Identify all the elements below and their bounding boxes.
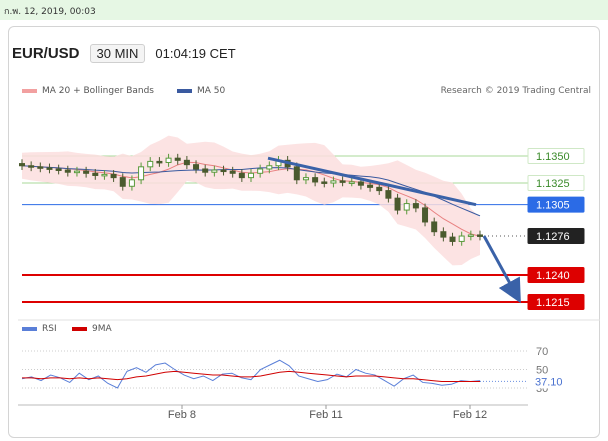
rsi-label: RSI (42, 324, 57, 334)
level-box (527, 148, 585, 164)
ma50-label: MA 50 (197, 86, 226, 96)
level-box (527, 175, 585, 192)
candle-body (403, 203, 410, 211)
candle-body (37, 166, 44, 169)
legend-rsi: RSI (22, 324, 57, 334)
timeframe-badge[interactable]: 30 MIN (89, 43, 146, 63)
level-label: 1.1325 (536, 178, 570, 190)
level-label: 1.1215 (536, 297, 570, 309)
x-tick-label: Feb 8 (168, 409, 196, 421)
candle-body (357, 181, 364, 186)
candle-body (119, 177, 126, 187)
candle-body (348, 181, 355, 184)
level-box (527, 228, 585, 245)
candle-body (19, 163, 25, 167)
candle-body (477, 234, 483, 237)
clock: 01:04:19 CET (155, 45, 236, 61)
ma9-swatch (72, 327, 87, 331)
ma9-label: 9MA (92, 324, 112, 334)
candle-body (183, 159, 190, 166)
legend-ma50: MA 50 (177, 86, 225, 96)
candle-body (458, 235, 465, 242)
rsi-current-box (528, 374, 578, 389)
candle-body (449, 236, 456, 242)
candle-body (229, 170, 236, 174)
candle-body (394, 197, 401, 211)
legend-ma9: 9MA (72, 324, 112, 334)
candle-body (46, 167, 53, 170)
pair-title: EUR/USD (12, 44, 80, 62)
candle-body (101, 173, 108, 177)
candle-body (92, 172, 99, 176)
candle-body (165, 157, 172, 163)
candle-body (266, 165, 273, 170)
timestamp: ก.พ. 12, 2019, 00:03 (4, 7, 96, 17)
candle-body (238, 172, 245, 179)
trendline (267, 156, 477, 207)
candle-body (83, 170, 90, 174)
candle-body (28, 165, 35, 168)
legend-ma20: MA 20 + Bollinger Bands (22, 86, 154, 96)
candle-body (385, 190, 392, 199)
rsi-ma9-line (22, 370, 480, 383)
candle-body (128, 179, 135, 187)
candle-body (73, 170, 80, 174)
ma50-swatch (177, 89, 192, 93)
candle-body (110, 173, 117, 179)
forecast-arrow (482, 235, 521, 304)
x-tick-label: Feb 12 (453, 409, 487, 421)
candle-body (312, 177, 319, 183)
candle-body (138, 166, 145, 181)
level-label: 1.1350 (536, 151, 570, 163)
candle-body (202, 168, 209, 173)
candle-body (293, 166, 300, 181)
candle-body (376, 186, 383, 192)
x-tick-label: Feb 11 (309, 409, 342, 421)
candle-body (147, 160, 154, 168)
bollinger-band (22, 135, 480, 266)
credit-text: Research © 2019 Trading Central (440, 86, 591, 96)
level-box (527, 266, 585, 283)
candle-body (339, 180, 346, 183)
candle-body (248, 172, 254, 179)
level-box (527, 196, 585, 213)
level-label: 1.1240 (536, 270, 570, 282)
candle-body (412, 203, 419, 209)
candle-body (367, 184, 374, 188)
timestamp-bar: ก.พ. 12, 2019, 00:03 (0, 0, 608, 20)
level-box (527, 294, 585, 310)
candle-body (302, 177, 309, 181)
ma20-swatch (22, 89, 37, 93)
rsi-current-label: 37.10 (535, 376, 563, 388)
candle-body (321, 181, 328, 184)
rsi-line (21, 359, 481, 389)
candle-body (257, 168, 264, 174)
candle-body (422, 207, 429, 223)
candle-body (156, 160, 163, 164)
chart-header: EUR/USD 30 MIN 01:04:19 CET (12, 43, 236, 63)
candle-body (174, 157, 181, 161)
ma20-label: MA 20 + Bollinger Bands (42, 86, 154, 96)
candle-body (193, 164, 200, 170)
candle-body (330, 180, 337, 184)
rsi-swatch (22, 327, 37, 331)
candle-body (55, 168, 62, 171)
rsi-level-label: 50 (536, 365, 548, 377)
candle-body (467, 234, 474, 237)
level-label: 1.1276 (536, 231, 570, 243)
candle-body (220, 169, 227, 173)
ma50-line (21, 165, 481, 217)
rsi-level-label: 70 (536, 346, 548, 358)
candle-body (431, 221, 438, 233)
candle-body (440, 231, 447, 238)
level-label: 1.1305 (536, 200, 570, 212)
candle-body (64, 169, 71, 173)
candle-body (211, 169, 218, 173)
